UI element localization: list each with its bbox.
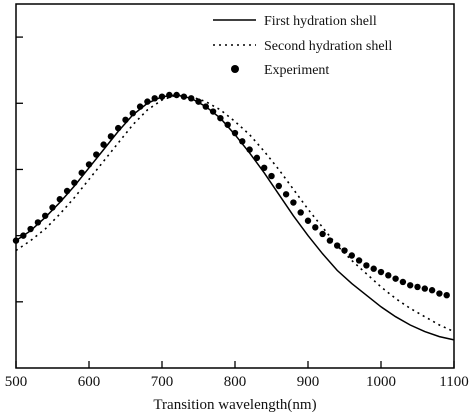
x-tick-label: 1100 [439,374,468,390]
experiment-point [261,164,268,171]
x-axis-label: Transition wavelength(nm) [153,397,316,412]
x-axis-ticks: 500 600 700 800 900 1000 1100 [5,361,469,390]
experiment-point [355,257,363,264]
experiment-point [27,225,34,233]
experiment-point [348,252,355,259]
experiment-point [253,154,261,162]
experiment-point [122,116,129,124]
experiment-point [34,219,42,226]
experiment-point [304,217,312,224]
legend-label: Experiment [264,63,329,78]
experiment-point [144,98,151,105]
experiment-point [290,199,297,206]
experiment-point [209,108,217,115]
experiment-point [151,95,158,102]
experiment-point [231,129,239,137]
experiment-point [297,209,304,216]
experiment-point [136,103,144,110]
experiment-point [100,141,107,148]
x-tick-label: 600 [78,374,101,390]
experiment-point [85,161,93,168]
experiment-point [107,133,115,140]
experiment-point [78,169,85,176]
experiment-point [180,93,188,100]
experiment-point [443,292,450,299]
plot-frame [15,3,455,369]
legend-label: Second hydration shell [264,39,392,54]
experiment-point [56,196,63,203]
experiment-point [166,91,173,99]
y-axis-ticks [16,36,23,303]
experiment-point [399,278,407,286]
experiment-point [93,151,100,158]
experiment-point [385,272,392,279]
x-tick-label: 900 [297,374,320,390]
experiment-point [370,265,377,272]
experiment-point [407,282,414,289]
legend: First hydration shell Second hydration sh… [213,14,392,78]
experiment-point [115,124,122,132]
experiment-point [202,103,209,110]
experiment-point [436,290,443,297]
experiment-point [239,138,246,145]
experiment-point [414,283,421,291]
x-tick-label: 500 [5,374,28,390]
experiment-point [268,172,275,180]
experiment-point [188,95,195,102]
experiment-point [224,121,231,128]
experiment-point [173,91,180,99]
experiment-point [377,268,385,276]
experiment-point [282,191,290,198]
experiment-point [246,146,253,153]
x-tick-label: 1000 [366,374,396,390]
experiment-point [392,275,399,282]
experiment-point [275,182,282,190]
experiment-point [71,179,78,186]
experiment-point [421,285,428,292]
x-tick-label: 800 [224,374,247,390]
experiment-point [319,230,326,238]
legend-label: First hydration shell [264,14,377,29]
experiment-point [428,287,436,294]
experiment-point [20,232,27,239]
series-layer [12,91,455,341]
experiment-point [12,237,20,244]
experiment-point [326,237,334,244]
second-hydration-shell-line [15,94,455,333]
experiment-point [363,262,370,269]
experiment-point [158,93,166,100]
experiment-point [312,224,319,231]
experiment-point [49,204,56,211]
experiment-point [341,247,348,254]
legend-marker-experiment [231,65,239,73]
experiment-point [42,212,49,219]
experiment-point [334,242,341,249]
x-tick-label: 700 [151,374,174,390]
experiment-point [129,110,136,117]
experiment-point [63,187,71,195]
experiment-point [217,114,224,122]
experiment-point [195,98,202,105]
